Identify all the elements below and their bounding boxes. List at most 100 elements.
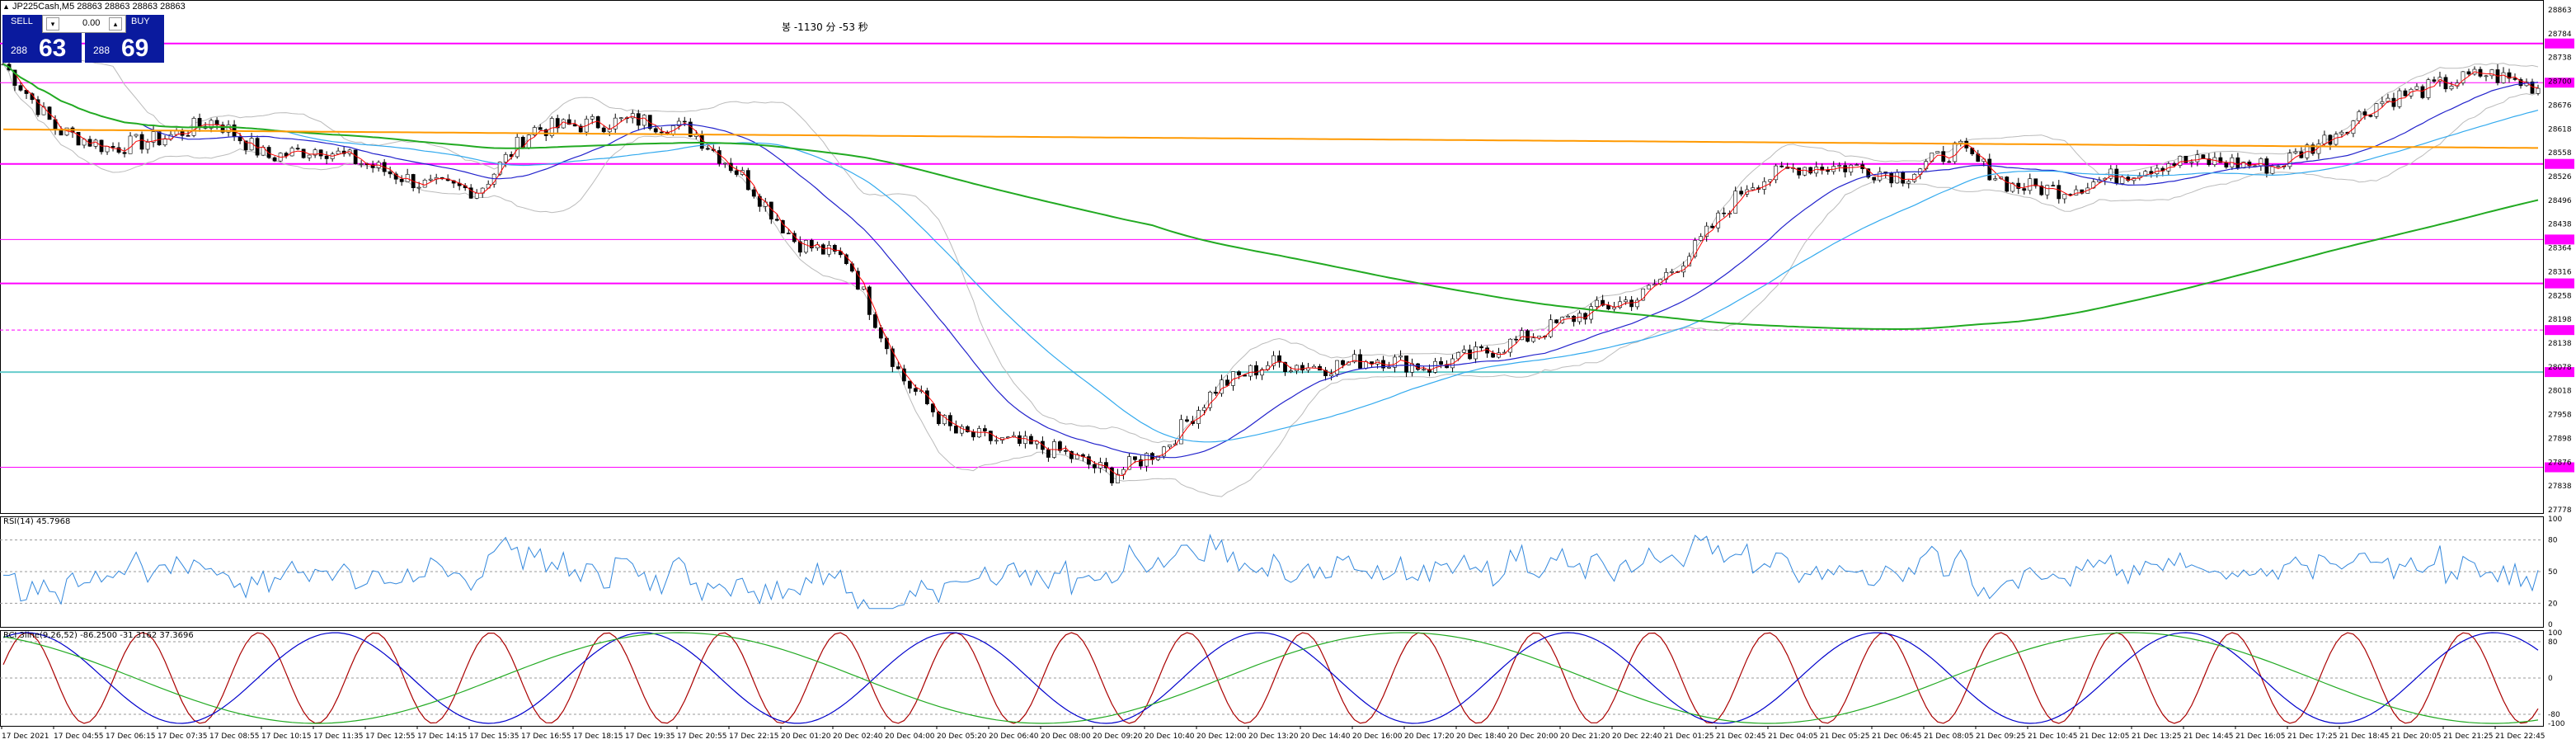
- candle-body: [2016, 182, 2021, 189]
- lot-increase-icon[interactable]: ▴: [109, 17, 122, 31]
- candle-body: [237, 136, 242, 142]
- price-axis-label: 28496: [2548, 197, 2572, 205]
- candle-body: [1225, 379, 1229, 386]
- candle-body: [393, 173, 398, 180]
- price-axis-label: 28863: [2548, 7, 2572, 15]
- candle-body: [2143, 171, 2148, 177]
- candle-body: [2380, 101, 2385, 105]
- time-axis-label: 20 Dec 08:00: [1041, 732, 1091, 741]
- candle-body: [1116, 473, 1120, 483]
- candle-body: [468, 187, 473, 199]
- candle-body: [1797, 167, 1802, 176]
- candle-body: [844, 254, 848, 265]
- time-axis-label: 21 Dec 18:45: [2339, 732, 2390, 741]
- candle-body: [1393, 356, 1397, 368]
- candle-body: [214, 120, 219, 125]
- candle-body: [953, 426, 958, 434]
- candle-body: [2414, 86, 2419, 90]
- candle-body: [699, 134, 704, 149]
- candle-body: [1987, 158, 1992, 181]
- time-axis-label: 21 Dec 21:25: [2443, 732, 2494, 741]
- price-axis-label: 28438: [2548, 221, 2572, 229]
- candle-body: [820, 244, 825, 255]
- rci-title: RCI 3line(9,26,52) -86.2500 -31.3162 37.…: [3, 631, 194, 640]
- candle-body: [2207, 158, 2212, 165]
- candle-body: [2010, 182, 2015, 192]
- candle-body: [359, 163, 364, 165]
- bollinger-lower-line: [2, 64, 2539, 497]
- candle-body: [751, 189, 756, 197]
- candle-body: [682, 120, 687, 123]
- rsi-axis-label: 80: [2548, 537, 2558, 545]
- lot-size-value[interactable]: 0.00: [82, 18, 101, 28]
- time-axis-label: 20 Dec 05:20: [937, 732, 987, 741]
- price-axis-label: 27778: [2548, 506, 2572, 515]
- candle-body: [890, 348, 895, 367]
- lot-size-stepper[interactable]: ▾ 0.00 ▴: [42, 15, 126, 33]
- candle-body: [1254, 365, 1258, 376]
- candle-body: [416, 186, 421, 189]
- candle-body: [1185, 419, 1189, 422]
- candle-body: [1849, 164, 1854, 172]
- candle-body: [1601, 299, 1605, 306]
- candle-body: [1895, 172, 1900, 184]
- candle-body: [1641, 288, 1646, 301]
- candle-body: [2172, 163, 2177, 166]
- candle-body: [884, 337, 889, 350]
- candle-body: [1456, 351, 1460, 360]
- candle-body: [2432, 79, 2437, 82]
- candle-body: [1670, 271, 1675, 273]
- candle-body: [832, 244, 837, 252]
- candle-body: [855, 271, 860, 290]
- level-price-tag: [2545, 78, 2574, 88]
- candle-body: [1704, 225, 1709, 237]
- buy-price-small: 288: [93, 45, 110, 56]
- time-axis-label: 21 Dec 20:05: [2391, 732, 2442, 741]
- time-axis-label: 17 Dec 10:15: [261, 732, 312, 741]
- candle-body: [1179, 419, 1183, 445]
- candle-body: [2518, 79, 2523, 87]
- rci-axis-label: 0: [2548, 675, 2553, 683]
- time-axis-label: 17 Dec 18:15: [573, 732, 623, 741]
- candle-body: [1272, 355, 1276, 366]
- sell-price-small: 288: [11, 45, 28, 56]
- candle-body: [2183, 155, 2188, 163]
- price-axis-label: 27838: [2548, 483, 2572, 491]
- candle-body: [520, 136, 525, 149]
- candle-body: [2028, 178, 2033, 191]
- price-axis-label: 28138: [2548, 340, 2572, 348]
- candle-body: [930, 403, 935, 412]
- candle-body: [618, 117, 623, 120]
- candle-body: [642, 115, 646, 126]
- candle-body: [2501, 72, 2506, 83]
- time-axis-label: 17 Dec 12:55: [365, 732, 416, 741]
- candle-body: [965, 426, 970, 432]
- candle-body: [1901, 172, 1906, 184]
- candle-body: [601, 127, 606, 133]
- candle-body: [809, 240, 814, 249]
- time-axis-label: 20 Dec 16:00: [1352, 732, 1403, 741]
- candle-body: [1168, 445, 1172, 448]
- candle-body: [243, 140, 248, 151]
- candle-body: [2334, 134, 2339, 145]
- candle-body: [717, 150, 722, 164]
- rsi-axis-label: 0: [2548, 621, 2553, 629]
- lot-decrease-icon[interactable]: ▾: [46, 17, 59, 31]
- candle-body: [895, 366, 900, 370]
- candle-body: [2057, 185, 2061, 200]
- time-axis-label: 17 Dec 2021: [2, 732, 49, 741]
- time-axis-label: 20 Dec 17:20: [1404, 732, 1455, 741]
- candle-body: [803, 240, 808, 253]
- candle-body: [295, 148, 300, 150]
- candle-body: [1606, 304, 1611, 309]
- time-axis-label: 21 Dec 14:45: [2183, 732, 2234, 741]
- candle-body: [2022, 188, 2027, 191]
- time-axis-label: 17 Dec 19:35: [625, 732, 675, 741]
- candle-body: [1485, 347, 1489, 354]
- candle-body: [1058, 441, 1062, 451]
- time-axis-label: 20 Dec 14:40: [1300, 732, 1351, 741]
- candle-body: [2310, 144, 2315, 154]
- candle-body: [1843, 165, 1848, 172]
- candle-body: [1837, 165, 1842, 167]
